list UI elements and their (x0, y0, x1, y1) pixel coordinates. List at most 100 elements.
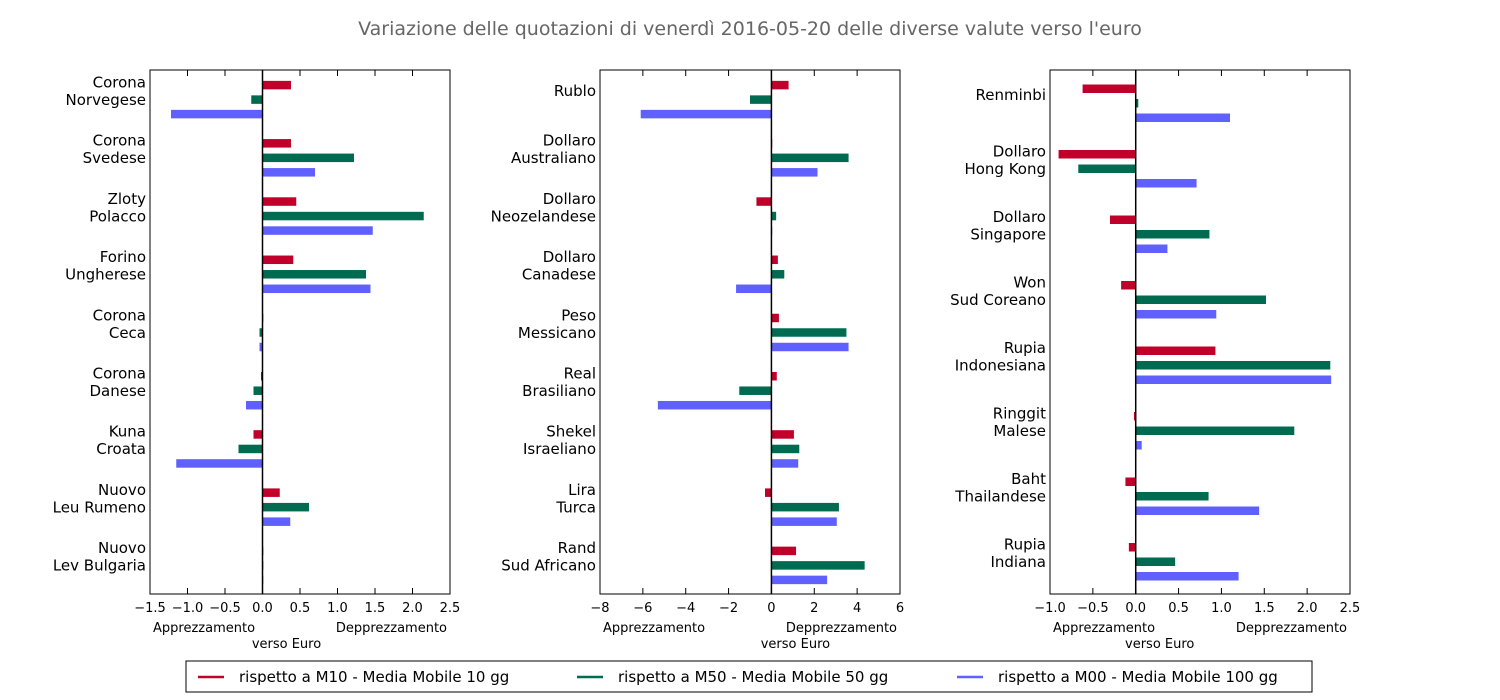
bar-peso-messicano-s2 (771, 328, 847, 337)
category-label: Shekel Israeliano (523, 423, 596, 459)
legend-label: rispetto a M10 - Media Mobile 10 gg (239, 668, 509, 686)
bar-zloty-polacco-s1 (262, 197, 297, 206)
category-label: Dollaro Australiano (511, 132, 596, 168)
bar-corona-danese-s3 (246, 400, 263, 410)
bar-rupia-indiana-s3 (1135, 572, 1239, 581)
bar-lira-turca-s3 (771, 517, 837, 526)
bar-won-sud-coreano-s1 (1121, 281, 1136, 290)
bar-won-sud-coreano-s2 (1135, 295, 1266, 304)
category-label: Rublo (554, 82, 596, 100)
category-label: Corona Danese (89, 364, 146, 400)
bar-shekel-israeliano-s2 (771, 444, 800, 454)
bar-kuna-croata-s1 (253, 430, 263, 439)
bar-peso-messicano-s3 (771, 342, 849, 352)
verso-euro-label: verso Euro (1125, 637, 1194, 652)
x-tick-label: 1.0 (327, 601, 348, 616)
category-label: Rupia Indiana (990, 536, 1046, 572)
x-tick-label: 2.0 (402, 601, 423, 616)
category-label: Zloty Polacco (89, 190, 146, 226)
bar-rand-sud-africano-s1 (771, 546, 797, 556)
category-label: Dollaro Singapore (970, 208, 1046, 244)
chart-title: Variazione delle quotazioni di venerdì 2… (358, 18, 1142, 40)
category-label: Dollaro Canadese (522, 248, 596, 284)
apprezzamento-label: Apprezzamento (603, 621, 705, 636)
legend-box (185, 660, 1313, 693)
x-tick-label: 0.0 (252, 601, 273, 616)
bar-dollaro-hong-kong-s3 (1135, 179, 1197, 188)
bar-rand-sud-africano-s2 (771, 561, 865, 570)
bar-real-brasiliano-s2 (739, 386, 772, 395)
verso-euro-label: verso Euro (252, 637, 321, 652)
bar-rupia-indiana-s2 (1135, 557, 1176, 566)
category-label: Won Sud Coreano (950, 274, 1046, 310)
bar-real-brasiliano-s3 (657, 400, 772, 410)
x-tick-label: 2.5 (1340, 601, 1361, 616)
category-label: Kuna Croata (96, 423, 146, 459)
bar-corona-svedese-s3 (262, 168, 315, 177)
bar-rupia-indonesiana-s3 (1135, 375, 1332, 384)
bar-nuovo-leu-rumeno-s3 (262, 517, 291, 526)
bar-forino-ungherese-s1 (262, 255, 294, 265)
x-tick-label: 0.5 (1168, 601, 1189, 616)
apprezzamento-label: Apprezzamento (153, 621, 255, 636)
x-tick-label: −4 (676, 601, 695, 616)
bar-renminbi-s3 (1135, 113, 1230, 122)
bar-rublo-s1 (771, 80, 789, 90)
legend-label: rispetto a M50 - Media Mobile 50 gg (618, 668, 888, 686)
x-tick-label: −0.5 (1077, 601, 1109, 616)
x-tick-label: 1.0 (1211, 601, 1232, 616)
x-tick-label: −1.5 (134, 601, 166, 616)
x-tick-label: 0.0 (1125, 601, 1146, 616)
bar-dollaro-hong-kong-s1 (1058, 150, 1136, 159)
bar-zloty-polacco-s3 (262, 226, 373, 235)
bar-lira-turca-s1 (765, 488, 772, 497)
x-tick-label: 1.5 (1254, 601, 1275, 616)
bar-rupia-indonesiana-s2 (1135, 361, 1331, 370)
bar-corona-ceca-s3 (259, 342, 263, 352)
category-label: Nuovo Leu Rumeno (53, 481, 146, 517)
bar-corona-svedese-s2 (262, 153, 354, 163)
deprezzamento-label: Depprezzamento (336, 621, 447, 636)
x-tick-label: −6 (633, 601, 652, 616)
panel-2: Rublo Dollaro Australiano Dollaro Neozelande… (491, 69, 904, 652)
category-label: Ringgit Malese (993, 405, 1046, 441)
bar-corona-danese-s2 (253, 386, 263, 395)
category-label: Forino Ungherese (65, 248, 146, 284)
plot-frame (599, 69, 901, 595)
deprezzamento-label: Depprezzamento (1236, 621, 1347, 636)
x-tick-label: 2.0 (1297, 601, 1318, 616)
bar-corona-ceca-s2 (259, 328, 263, 337)
bar-ringgit-malese-s1 (1134, 412, 1136, 421)
x-tick-label: −0.5 (209, 601, 241, 616)
x-tick-label: 0 (767, 601, 775, 616)
x-tick-label: −8 (590, 601, 609, 616)
bar-forino-ungherese-s2 (262, 270, 366, 279)
bar-corona-svedese-s1 (262, 139, 291, 148)
bar-rand-sud-africano-s3 (771, 575, 828, 585)
bar-shekel-israeliano-s1 (771, 430, 794, 439)
legend-label: rispetto a M00 - Media Mobile 100 gg (998, 668, 1278, 686)
bar-rupia-indonesiana-s1 (1135, 346, 1216, 355)
bar-dollaro-canadese-s3 (736, 284, 772, 294)
bar-dollaro-canadese-s1 (771, 255, 778, 265)
bar-corona-norvegese-s3 (171, 109, 263, 119)
panel-1: Corona Norvegese Corona Svedese Zloty Polacco… (53, 69, 460, 652)
bar-forino-ungherese-s3 (262, 284, 371, 294)
plot-frame (149, 69, 451, 595)
chart-legend: rispetto a M10 - Media Mobile 10 gg rispe… (185, 660, 1313, 693)
category-label: Dollaro Hong Kong (964, 143, 1046, 179)
x-tick-label: 4 (853, 601, 861, 616)
category-label: Corona Ceca (93, 306, 146, 342)
bar-baht-thailandese-s2 (1135, 492, 1209, 501)
bar-corona-norvegese-s2 (251, 95, 263, 104)
bar-dollaro-singapore-s3 (1135, 244, 1168, 253)
category-label: Peso Messicano (518, 306, 596, 342)
bar-rupia-indiana-s1 (1128, 543, 1136, 552)
category-label: Nuovo Lev Bulgaria (53, 539, 146, 575)
bar-baht-thailandese-s3 (1135, 506, 1260, 515)
plot-frame (1049, 69, 1351, 595)
x-tick-label: −1.0 (172, 601, 204, 616)
bar-renminbi-s2 (1135, 99, 1139, 108)
bar-rublo-s3 (640, 109, 772, 119)
